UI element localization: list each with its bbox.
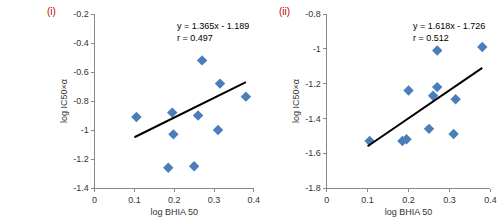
svg-text:0.3: 0.3 <box>208 195 221 205</box>
svg-text:y = 1.365x - 1.189r = 0.497: y = 1.365x - 1.189r = 0.497 <box>177 21 249 43</box>
svg-text:0.2: 0.2 <box>168 195 181 205</box>
svg-text:-1.2: -1.2 <box>305 79 321 89</box>
svg-text:log BHIA 50: log BHIA 50 <box>385 207 433 217</box>
svg-text:-1.6: -1.6 <box>305 148 321 158</box>
svg-text:-1.4: -1.4 <box>305 114 321 124</box>
svg-text:-1.4: -1.4 <box>73 183 89 193</box>
svg-text:(i): (i) <box>47 6 56 17</box>
svg-text:-0.8: -0.8 <box>73 96 89 106</box>
svg-text:0.3: 0.3 <box>443 195 456 205</box>
svg-text:-1: -1 <box>81 125 89 135</box>
svg-text:-1: -1 <box>313 44 321 54</box>
svg-text:-0.6: -0.6 <box>73 67 89 77</box>
svg-text:-0.8: -0.8 <box>305 9 321 19</box>
svg-text:log IC50×α: log IC50×α <box>291 79 301 123</box>
svg-text:0.1: 0.1 <box>128 195 141 205</box>
svg-text:-0.2: -0.2 <box>73 9 89 19</box>
svg-text:-1.2: -1.2 <box>73 154 89 164</box>
svg-text:-1.8: -1.8 <box>305 183 321 193</box>
svg-text:y = 1.618x - 1.726r = 0.512: y = 1.618x - 1.726r = 0.512 <box>413 21 485 43</box>
svg-text:log IC50×α: log IC50×α <box>59 79 69 123</box>
svg-text:0: 0 <box>324 195 329 205</box>
svg-text:log BHIA 50: log BHIA 50 <box>150 207 198 217</box>
svg-text:0.2: 0.2 <box>402 195 415 205</box>
svg-text:0: 0 <box>92 195 97 205</box>
svg-text:0.4: 0.4 <box>484 195 497 205</box>
svg-text:-0.4: -0.4 <box>73 38 89 48</box>
svg-text:0.4: 0.4 <box>248 195 261 205</box>
svg-text:(ii): (ii) <box>279 6 290 17</box>
svg-text:0.1: 0.1 <box>361 195 374 205</box>
